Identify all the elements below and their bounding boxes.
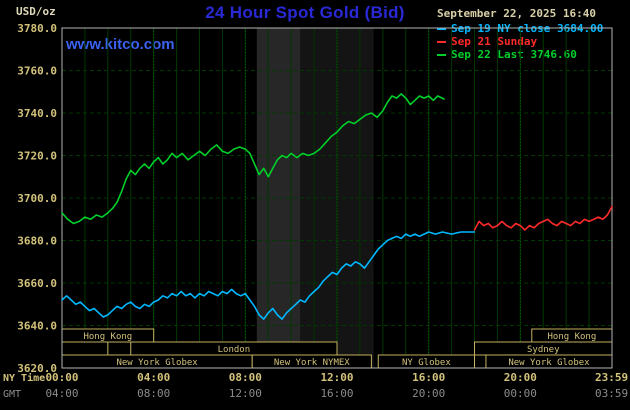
y-tick-label: 3760.0 bbox=[17, 65, 57, 78]
session-label: Sydney bbox=[527, 345, 560, 355]
legend-item: Sep 21 Sunday bbox=[437, 35, 603, 48]
x-tick-label-ny: 08:00 bbox=[229, 371, 262, 384]
x-tick-label-gmt: 00:00 bbox=[504, 387, 537, 400]
session-label: Hong Kong bbox=[548, 332, 597, 342]
y-tick-label: 3700.0 bbox=[17, 192, 57, 205]
x-tick-label-gmt: 03:59 bbox=[595, 387, 628, 400]
x-tick-label-ny: 12:00 bbox=[320, 371, 353, 384]
session-label: New York NYMEX bbox=[274, 358, 350, 368]
legend-item-label: Sep 22 Last 3746.60 bbox=[451, 48, 577, 61]
x-tick-label-gmt: 16:00 bbox=[320, 387, 353, 400]
y-tick-label: 3620.0 bbox=[17, 362, 57, 375]
session-box bbox=[61, 341, 109, 356]
x-tick-label-ny: 20:00 bbox=[504, 371, 537, 384]
y-tick-label: 3720.0 bbox=[17, 150, 57, 163]
legend-line-swatch bbox=[437, 41, 446, 43]
plot-border bbox=[61, 27, 613, 369]
y-tick-label: 3660.0 bbox=[17, 277, 57, 290]
x-tick-label-ny: 00:00 bbox=[45, 371, 78, 384]
x-tick-label-gmt: 08:00 bbox=[137, 387, 170, 400]
session-label: London bbox=[218, 345, 251, 355]
price-line-sep-21-sunday bbox=[473, 205, 613, 231]
price-line-sep-19-ny-close bbox=[61, 231, 476, 320]
x-tick-label-ny: 16:00 bbox=[412, 371, 445, 384]
y-tick-label: 3680.0 bbox=[17, 235, 57, 248]
session-label: NY Globex bbox=[402, 358, 451, 368]
x-tick-label-gmt: 04:00 bbox=[45, 387, 78, 400]
price-line-sep-22-last bbox=[61, 93, 445, 225]
unit-label: USD/oz bbox=[16, 5, 56, 18]
session-label: New York Globex bbox=[508, 358, 590, 368]
y-tick-label: 3640.0 bbox=[17, 320, 57, 333]
y-tick-label: 3740.0 bbox=[17, 107, 57, 120]
legend-line-swatch bbox=[437, 54, 446, 56]
legend-line-swatch bbox=[437, 28, 446, 30]
datetime-label: September 22, 2025 16:40 bbox=[437, 7, 596, 20]
x-tick-label-gmt: 20:00 bbox=[412, 387, 445, 400]
legend-item-label: Sep 21 Sunday bbox=[451, 35, 538, 48]
x-tick-label-gmt: 12:00 bbox=[229, 387, 262, 400]
session-label: New York Globex bbox=[116, 358, 198, 368]
kitco-watermark-link[interactable]: www.kitco.com bbox=[66, 36, 175, 53]
x-tick-label-ny: 04:00 bbox=[137, 371, 170, 384]
legend-item: Sep 22 Last 3746.60 bbox=[437, 48, 603, 61]
session-label: Hong Kong bbox=[83, 332, 132, 342]
ny-time-axis-caption: NY Time bbox=[3, 372, 45, 384]
y-tick-label: 3780.0 bbox=[17, 22, 57, 35]
gmt-axis-caption: GMT bbox=[3, 389, 21, 400]
page-title: 24 Hour Spot Gold (Bid) bbox=[205, 3, 405, 22]
x-tick-label-ny: 23:59 bbox=[595, 371, 628, 384]
